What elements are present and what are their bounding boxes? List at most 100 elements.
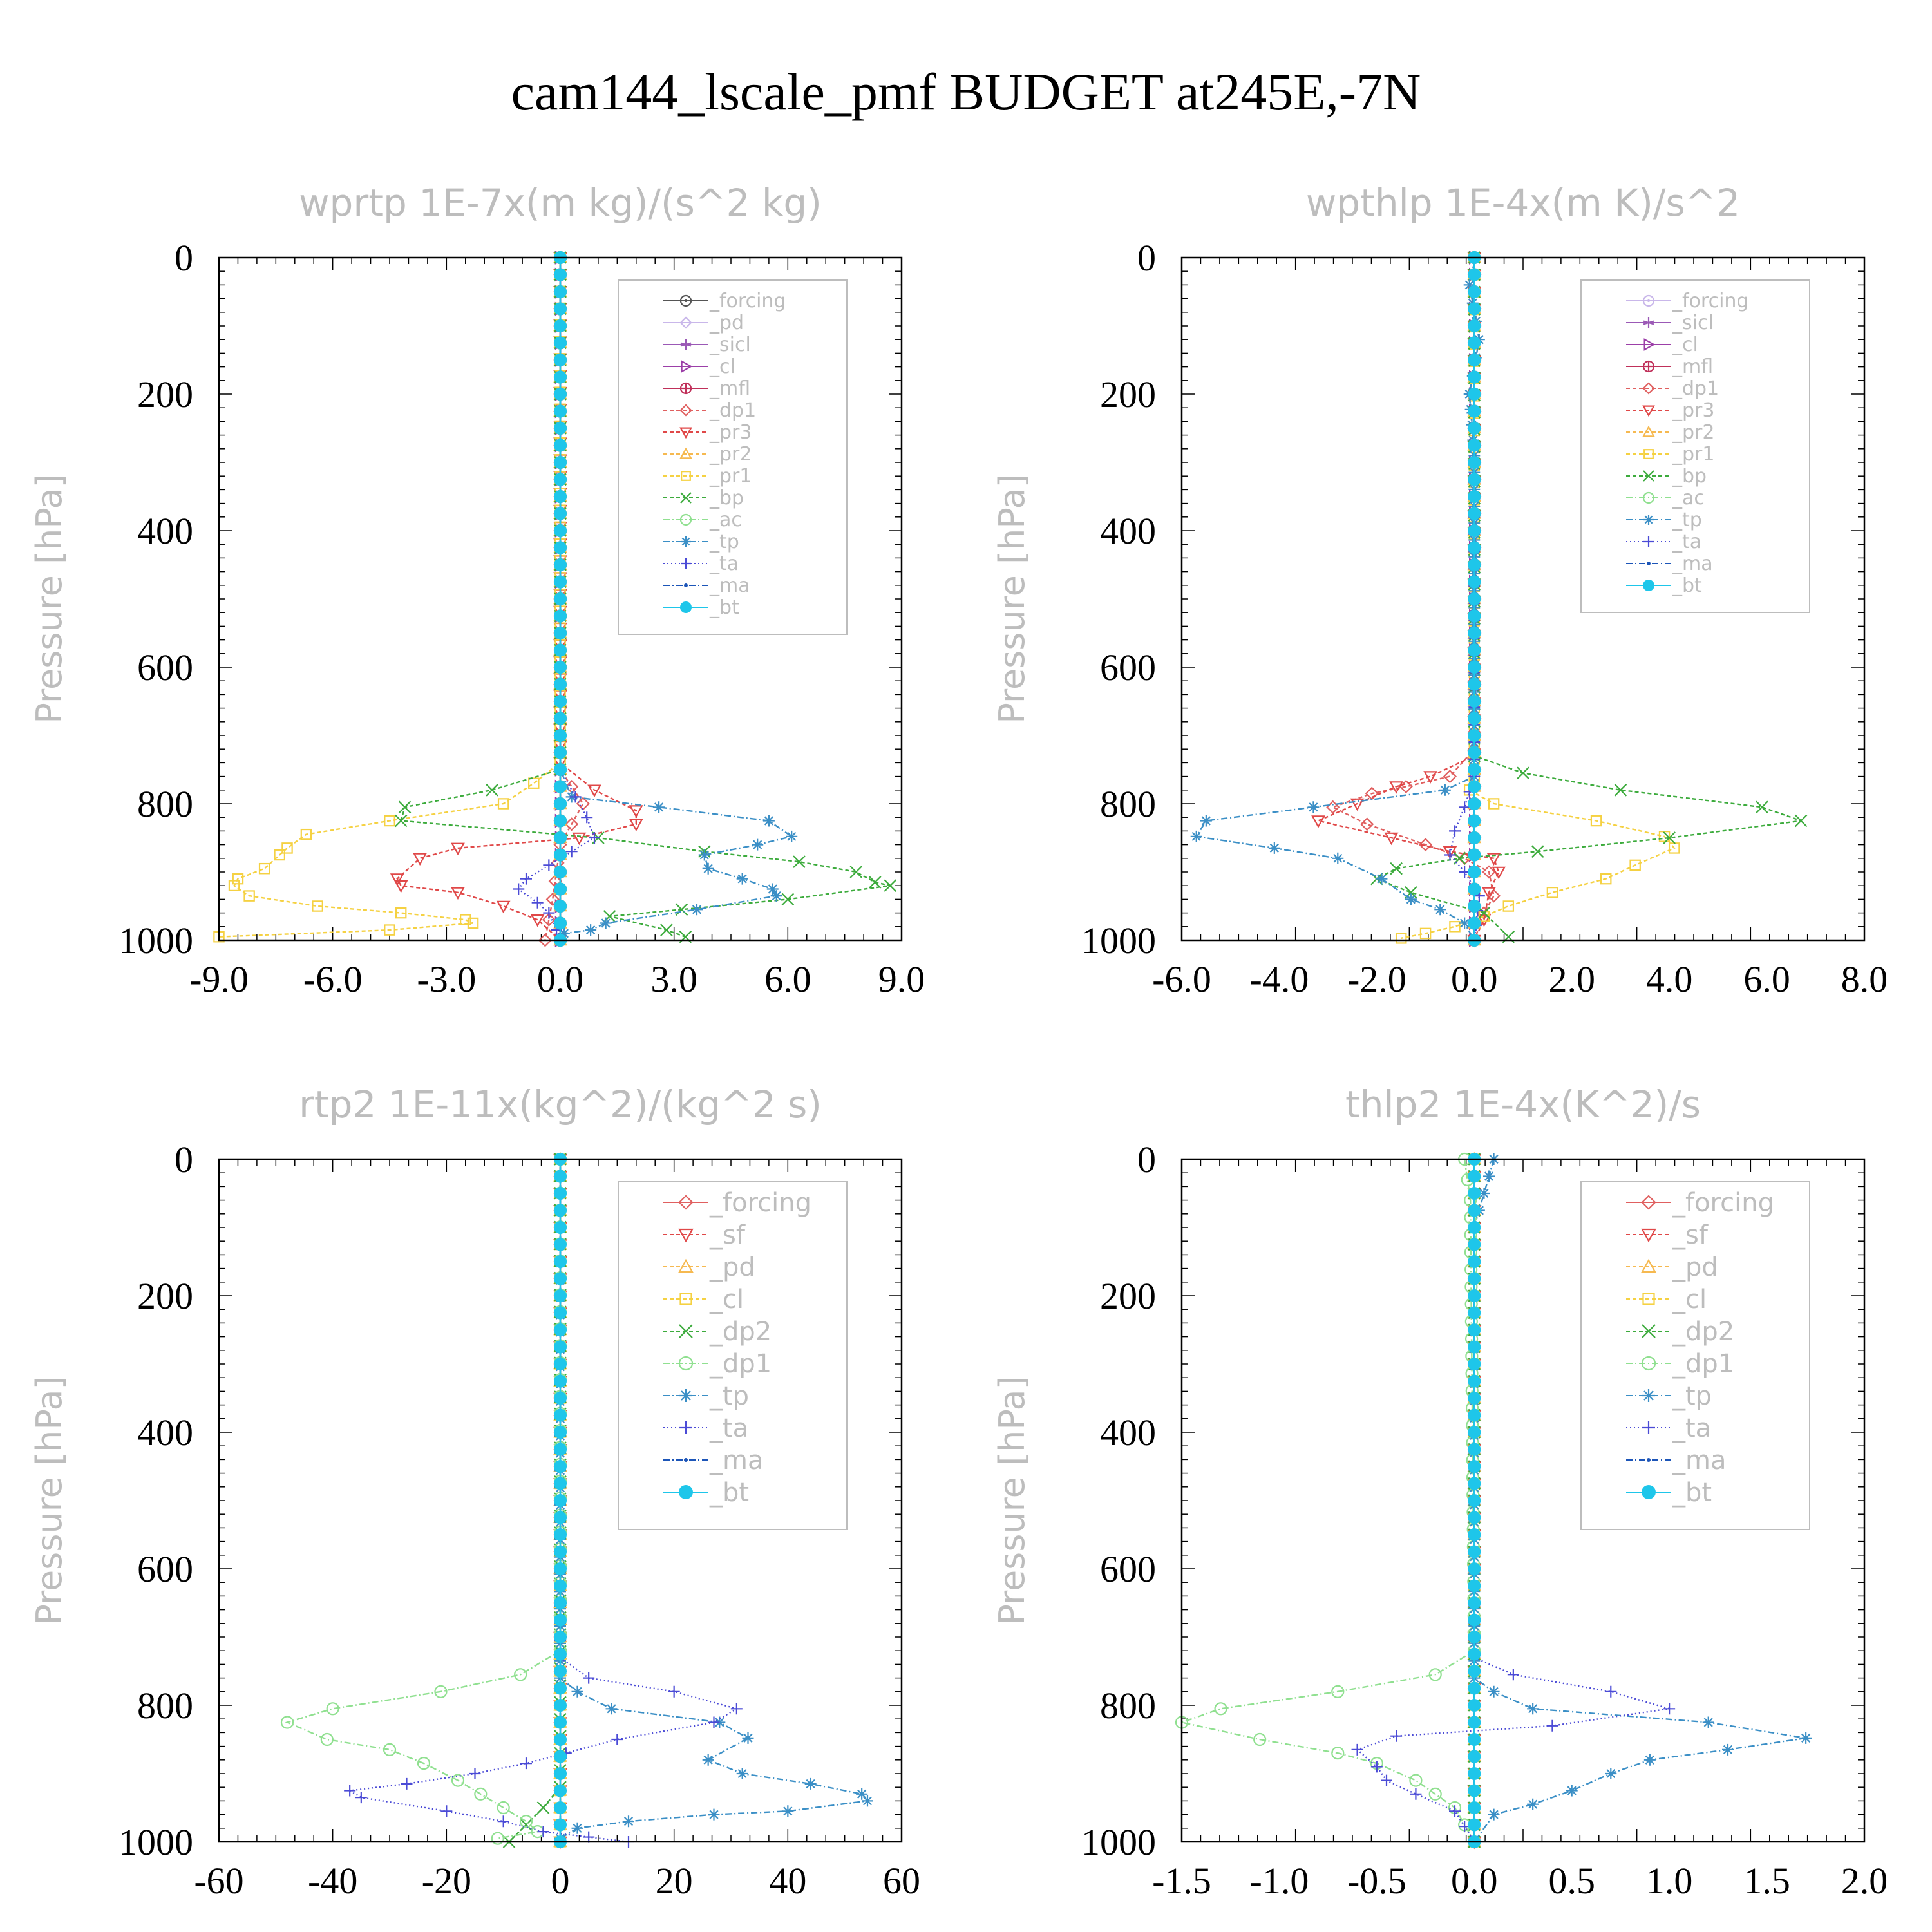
data-point: [1488, 1808, 1500, 1821]
data-point: [1486, 853, 1501, 866]
x-tick-label: 3.0: [650, 958, 697, 1000]
plot-frame: [218, 256, 903, 942]
data-point: [782, 1805, 794, 1817]
legend-item-cl: _cl: [663, 1285, 744, 1314]
data-point: [1468, 592, 1481, 605]
data-point: [565, 846, 578, 858]
legend-box: [618, 279, 848, 635]
data-point: [1600, 873, 1612, 885]
legend-marker: [678, 1228, 694, 1243]
y-tick-label: 800: [1100, 1685, 1156, 1727]
data-point: [554, 677, 567, 691]
data-point: [1794, 814, 1808, 828]
data-point: [384, 924, 395, 936]
data-point: [355, 1792, 367, 1804]
data-point: [1468, 388, 1481, 401]
data-point: [554, 1750, 567, 1763]
legend-marker: [1647, 1458, 1651, 1462]
legend-item-pd: _pd: [1626, 1253, 1718, 1282]
data-point: [554, 763, 567, 776]
data-point: [554, 1767, 567, 1780]
data-point: [1468, 1323, 1481, 1336]
data-point: [770, 890, 782, 902]
legend-item-pr1: _pr1: [663, 465, 752, 488]
legend-label: _bp: [709, 487, 744, 509]
data-point: [554, 268, 567, 281]
legend-label: _sicl: [709, 334, 751, 356]
data-point: [1468, 473, 1481, 486]
data-point: [390, 873, 404, 886]
data-point: [543, 859, 555, 871]
data-point: [554, 1596, 567, 1609]
data-point: [554, 780, 567, 793]
y-tick-label: 200: [137, 1275, 193, 1317]
data-point: [565, 817, 579, 831]
data-point: [1410, 1788, 1422, 1800]
x-tick-label: 8.0: [1841, 958, 1888, 1000]
legend-item-dp2: _dp2: [1626, 1317, 1734, 1347]
data-point: [653, 801, 665, 813]
data-point: [1468, 490, 1481, 503]
data-point: [554, 388, 567, 401]
data-point: [1546, 887, 1558, 898]
data-point: [513, 883, 525, 895]
legend-item-sf: _sf: [663, 1220, 746, 1250]
data-point: [344, 1785, 356, 1797]
data-point: [1390, 862, 1403, 875]
data-point: [530, 914, 545, 927]
data-point: [554, 575, 567, 589]
legend-marker: [679, 1485, 693, 1499]
data-point: [1468, 729, 1481, 742]
data-point: [1268, 842, 1280, 854]
data-point: [491, 1832, 504, 1845]
legend-marker: [681, 558, 691, 569]
data-point: [1200, 815, 1212, 827]
legend-item-ta: _ta: [663, 553, 739, 575]
legend-marker: [684, 583, 688, 587]
y-tick-label: 800: [137, 1685, 193, 1727]
data-point: [1468, 712, 1481, 725]
data-point: [554, 746, 567, 759]
data-point: [1331, 1685, 1345, 1698]
data-point: [1663, 1703, 1676, 1715]
legend-marker: [684, 1458, 688, 1462]
data-point: [1214, 1702, 1227, 1716]
legend-marker: [678, 1258, 694, 1273]
x-tick-label: 0.0: [537, 958, 584, 1000]
legend-label: _mfl: [709, 377, 750, 400]
data-point: [554, 354, 567, 366]
data-point: [1332, 852, 1344, 864]
data-point: [1468, 661, 1481, 674]
legend-marker: [679, 1293, 692, 1305]
legend-label: _cl: [1672, 1285, 1707, 1314]
legend-box: [618, 1181, 848, 1530]
data-point: [1517, 766, 1530, 780]
data-point: [1468, 1408, 1481, 1422]
legend-marker: [681, 360, 693, 373]
legend-item-mfl: _mfl: [1626, 355, 1713, 378]
data-point: [1468, 1272, 1481, 1285]
data-point: [1190, 830, 1202, 842]
x-tick-label: -20: [422, 1860, 471, 1902]
legend-marker: [679, 427, 692, 439]
data-point: [554, 1358, 567, 1370]
data-point: [542, 913, 556, 927]
legend-marker: [680, 601, 692, 613]
legend-label: _tp: [709, 1381, 749, 1411]
legend-item-bt: _bt: [663, 596, 739, 619]
data-point: [1468, 763, 1481, 776]
data-point: [1449, 1805, 1461, 1817]
data-point: [1468, 1221, 1481, 1234]
x-tick-label: 9.0: [878, 958, 925, 1000]
data-point: [554, 1238, 567, 1251]
data-point: [856, 1788, 868, 1800]
data-point: [554, 1801, 567, 1814]
data-point: [383, 1743, 397, 1756]
legend-marker: [679, 404, 692, 417]
data-point: [1468, 558, 1481, 571]
legend-item-sf: _sf: [1626, 1220, 1709, 1250]
legend-item-dp1: _dp1: [663, 399, 756, 422]
data-point: [793, 855, 806, 868]
data-point: [1428, 1668, 1442, 1681]
x-tick-label: 1.0: [1646, 1860, 1693, 1902]
